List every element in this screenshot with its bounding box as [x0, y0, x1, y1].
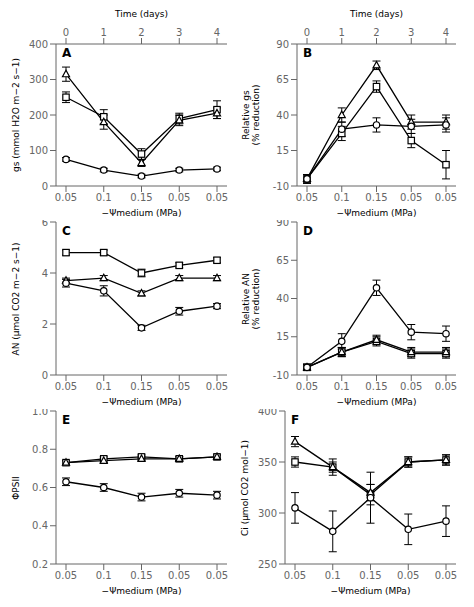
svg-text:0.05: 0.05 — [168, 192, 190, 203]
html-text:Time (days): Time (days) — [114, 9, 169, 19]
svg-text:0.1: 0.1 — [334, 381, 350, 392]
html-text:−Ψmedium (MPa): −Ψmedium (MPa) — [330, 586, 411, 596]
svg-text:0: 0 — [63, 27, 69, 38]
svg-text:15: 15 — [276, 331, 289, 342]
svg-text:0.15: 0.15 — [365, 192, 387, 203]
svg-text:0.05: 0.05 — [168, 381, 190, 392]
html-text:C: C — [62, 224, 71, 238]
html-text:gs (mmol H2O m−2 s−1): gs (mmol H2O m−2 s−1) — [10, 58, 21, 172]
svg-text:1.0: 1.0 — [32, 409, 48, 417]
svg-text:0.05: 0.05 — [435, 192, 457, 203]
svg-text:0.05: 0.05 — [168, 570, 190, 581]
html-text:D: D — [303, 224, 313, 238]
svg-text:90: 90 — [276, 39, 289, 50]
svg-text:0.05: 0.05 — [435, 381, 457, 392]
html-text:B: B — [303, 46, 313, 60]
svg-text:0.15: 0.15 — [359, 570, 381, 581]
html-text:Relative gs (% reduction): Relative gs (% reduction) — [240, 84, 261, 146]
svg-text:0.05: 0.05 — [284, 570, 306, 581]
svg-text:2: 2 — [138, 27, 144, 38]
svg-text:0: 0 — [42, 370, 48, 381]
svg-text:0.05: 0.05 — [435, 570, 457, 581]
svg-text:250: 250 — [258, 559, 277, 570]
svg-text:0.05: 0.05 — [400, 192, 422, 203]
svg-text:200: 200 — [29, 110, 48, 121]
svg-text:0.05: 0.05 — [55, 381, 77, 392]
html-text:−Ψmedium (MPa): −Ψmedium (MPa) — [336, 397, 417, 407]
html-text:A: A — [62, 46, 72, 60]
svg-text:0.2: 0.2 — [32, 559, 48, 570]
svg-text:-10: -10 — [273, 181, 289, 192]
svg-text:40: 40 — [276, 293, 289, 304]
svg-text:300: 300 — [258, 508, 277, 519]
svg-text:0: 0 — [304, 27, 310, 38]
html-text:ΦPSII: ΦPSII — [10, 475, 21, 500]
html-text:Time (days): Time (days) — [349, 9, 404, 19]
svg-text:0.05: 0.05 — [397, 570, 419, 581]
svg-text:0.05: 0.05 — [206, 381, 228, 392]
svg-text:1: 1 — [101, 27, 107, 38]
svg-text:0.15: 0.15 — [365, 381, 387, 392]
svg-text:0.1: 0.1 — [96, 570, 112, 581]
svg-text:400: 400 — [258, 409, 277, 417]
svg-text:3: 3 — [176, 27, 182, 38]
svg-text:4: 4 — [443, 27, 449, 38]
html-text:−Ψmedium (MPa): −Ψmedium (MPa) — [101, 586, 182, 596]
svg-text:0.05: 0.05 — [296, 381, 318, 392]
svg-text:0.05: 0.05 — [206, 192, 228, 203]
svg-text:65: 65 — [276, 74, 289, 85]
svg-text:90: 90 — [276, 220, 289, 228]
svg-text:65: 65 — [276, 255, 289, 266]
svg-text:0.05: 0.05 — [55, 570, 77, 581]
svg-text:0.1: 0.1 — [96, 381, 112, 392]
svg-text:350: 350 — [258, 457, 277, 468]
svg-text:0.05: 0.05 — [55, 192, 77, 203]
svg-text:3: 3 — [408, 27, 414, 38]
svg-text:0.15: 0.15 — [130, 381, 152, 392]
svg-text:300: 300 — [29, 74, 48, 85]
svg-text:0.15: 0.15 — [130, 192, 152, 203]
svg-text:0.15: 0.15 — [130, 570, 152, 581]
svg-text:0.1: 0.1 — [96, 192, 112, 203]
html-text:AN (μmol CO2 m−2 s−1): AN (μmol CO2 m−2 s−1) — [10, 242, 21, 355]
svg-text:0.05: 0.05 — [400, 381, 422, 392]
svg-text:0.6: 0.6 — [32, 482, 48, 493]
html-text:Ci (μmol CO2 mol−1): Ci (μmol CO2 mol−1) — [239, 439, 250, 536]
svg-text:0: 0 — [42, 181, 48, 192]
svg-text:4: 4 — [42, 268, 48, 279]
html-text:−Ψmedium (MPa): −Ψmedium (MPa) — [101, 397, 182, 407]
svg-text:6: 6 — [42, 220, 48, 228]
svg-text:2: 2 — [42, 319, 48, 330]
svg-text:15: 15 — [276, 145, 289, 156]
html-text:−Ψmedium (MPa): −Ψmedium (MPa) — [101, 208, 182, 218]
svg-text:4: 4 — [214, 27, 220, 38]
svg-text:0.1: 0.1 — [325, 570, 341, 581]
html-text:E: E — [62, 413, 71, 427]
svg-text:0.05: 0.05 — [206, 570, 228, 581]
svg-text:0.05: 0.05 — [296, 192, 318, 203]
svg-text:0.4: 0.4 — [32, 520, 48, 531]
html-text:F: F — [291, 413, 300, 427]
svg-text:0.8: 0.8 — [32, 444, 48, 455]
html-text:−Ψmedium (MPa): −Ψmedium (MPa) — [336, 208, 417, 218]
svg-text:1: 1 — [339, 27, 345, 38]
svg-text:100: 100 — [29, 145, 48, 156]
svg-text:0.1: 0.1 — [334, 192, 350, 203]
svg-text:40: 40 — [276, 110, 289, 121]
html-text:Relative AN (% reduction): Relative AN (% reduction) — [240, 268, 261, 329]
svg-text:2: 2 — [373, 27, 379, 38]
svg-text:400: 400 — [29, 39, 48, 50]
svg-text:-10: -10 — [273, 370, 289, 381]
